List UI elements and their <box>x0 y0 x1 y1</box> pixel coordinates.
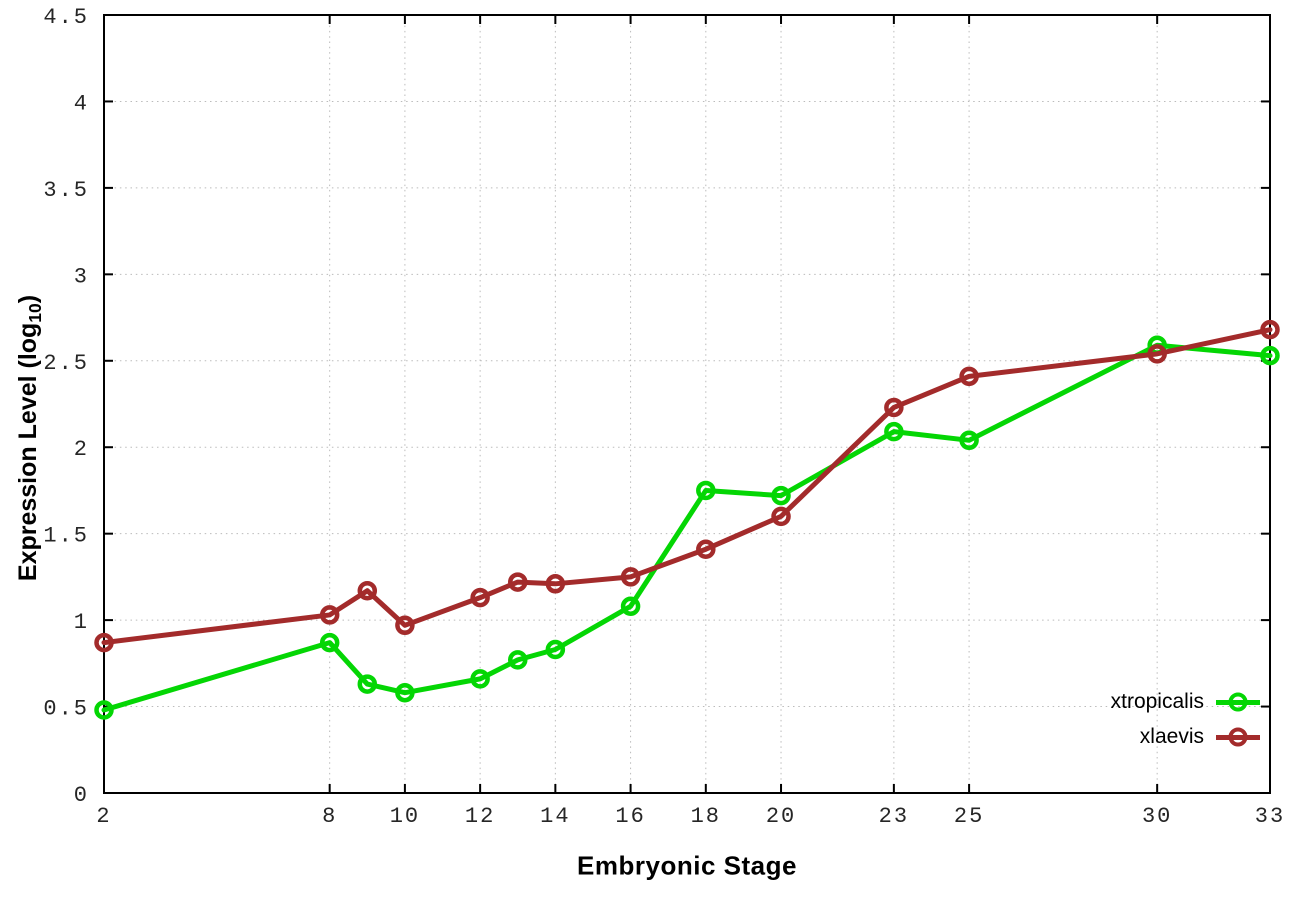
data-point-xlaevis <box>545 574 566 594</box>
legend-item-xlaevis: xlaevis <box>1111 724 1260 750</box>
data-point-xtropicalis <box>357 674 378 694</box>
x-tick-label: 18 <box>691 804 721 829</box>
y-tick-label: 3.5 <box>43 178 89 203</box>
y-tick-label: 0 <box>74 783 89 808</box>
y-tick-label: 2 <box>74 437 89 462</box>
y-tick-label: 0.5 <box>43 697 89 722</box>
data-point-xtropicalis <box>959 430 979 451</box>
y-axis-title: Expression Level (log10) <box>14 295 46 581</box>
data-point-xtropicalis <box>771 485 791 506</box>
data-point-xtropicalis <box>94 700 114 720</box>
data-point-xtropicalis <box>470 669 490 689</box>
legend: xtropicalis xlaevis <box>1111 689 1260 750</box>
x-tick-label: 23 <box>879 804 909 829</box>
data-point-xtropicalis <box>395 682 415 703</box>
legend-label-xtropicalis: xtropicalis <box>1110 690 1204 713</box>
data-point-xlaevis <box>507 572 528 592</box>
data-point-xtropicalis <box>319 632 340 653</box>
data-point-xtropicalis <box>884 421 904 442</box>
data-point-xtropicalis <box>696 480 716 501</box>
x-tick-label: 2 <box>96 804 111 829</box>
y-axis-title-prefix: Expression Level (log <box>14 322 42 582</box>
y-tick-label: 1.5 <box>43 524 89 549</box>
data-point-xlaevis <box>357 580 378 601</box>
data-point-xlaevis <box>620 567 641 587</box>
legend-marker-xlaevis <box>1216 725 1260 749</box>
legend-item-xtropicalis: xtropicalis <box>1111 689 1260 715</box>
data-point-xlaevis <box>319 605 340 625</box>
y-tick-label: 4 <box>74 91 89 116</box>
data-point-xlaevis <box>884 397 904 418</box>
y-tick-label: 2.5 <box>43 351 89 376</box>
x-tick-label: 16 <box>615 804 645 829</box>
data-point-xlaevis <box>470 587 490 608</box>
data-point-xlaevis <box>395 615 415 636</box>
plot-border <box>103 14 1271 794</box>
x-tick-label: 14 <box>540 804 570 829</box>
x-tick-label: 25 <box>954 804 984 829</box>
data-point-xlaevis <box>94 632 114 653</box>
series-line-xtropicalis <box>101 342 1273 713</box>
data-point-xlaevis <box>771 506 791 527</box>
data-point-xtropicalis <box>507 650 528 670</box>
legend-label-xlaevis: xlaevis <box>1139 725 1204 748</box>
y-tick-label: 3 <box>74 264 89 289</box>
x-tick-label: 8 <box>322 804 337 829</box>
data-point-xtropicalis <box>620 596 641 617</box>
y-axis-title-suffix: ) <box>14 294 42 304</box>
data-point-xtropicalis <box>545 639 566 660</box>
x-tick-label: 12 <box>465 804 495 829</box>
x-tick-label: 33 <box>1255 804 1285 829</box>
legend-circle-marker-icon <box>1228 692 1248 712</box>
y-tick-label: 1 <box>74 610 89 635</box>
y-tick-label: 4.5 <box>43 5 89 30</box>
data-point-xlaevis <box>696 539 716 559</box>
data-point-xlaevis <box>1260 319 1280 340</box>
data-point-xlaevis <box>1147 344 1167 364</box>
legend-circle-marker-icon <box>1228 727 1248 747</box>
x-tick-label: 30 <box>1142 804 1172 829</box>
data-point-xtropicalis <box>1260 345 1280 366</box>
legend-marker-xtropicalis <box>1216 690 1260 714</box>
y-axis-title-subscript: 10 <box>25 303 45 323</box>
x-tick-label: 20 <box>766 804 796 829</box>
data-point-xlaevis <box>959 366 979 387</box>
x-axis-title: Embryonic Stage <box>577 850 797 881</box>
x-tick-label: 10 <box>390 804 420 829</box>
